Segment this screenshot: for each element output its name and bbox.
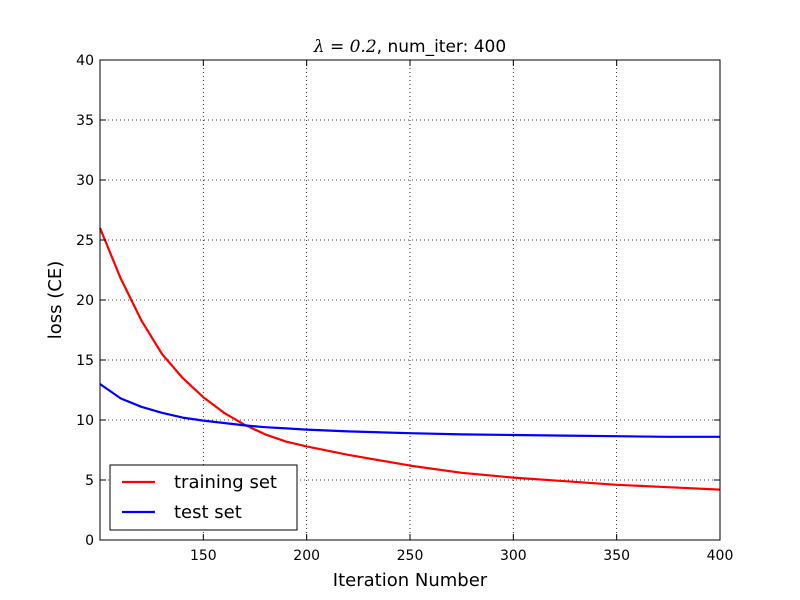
y-tick-label: 25: [76, 233, 94, 249]
x-tick-label: 150: [190, 548, 217, 564]
y-tick-label: 15: [76, 353, 94, 369]
y-axis-label: loss (CE): [45, 261, 66, 339]
y-tick-label: 35: [76, 113, 94, 129]
legend: training set test set: [109, 464, 298, 531]
y-tick-label: 5: [85, 473, 94, 489]
series-line-training-set: [98, 227, 721, 491]
legend-label-test-set: test set: [174, 502, 242, 523]
y-tick-label: 0: [85, 533, 94, 549]
series-line-test-set: [99, 383, 720, 438]
y-tick-label: 20: [76, 293, 94, 309]
series-lines: [98, 227, 721, 491]
x-tick-label: 400: [707, 548, 734, 564]
y-tick-label: 10: [76, 413, 94, 429]
x-tick-label: 350: [603, 548, 630, 564]
chart-title: λ = 0.2, num_iter: 400: [313, 37, 506, 57]
y-tick-label: 40: [76, 53, 94, 69]
axis-ticks: 150 200 250 300 350 400 0 5 10 15 20 25 30 35 40: [76, 53, 733, 564]
y-tick-label: 30: [76, 173, 94, 189]
x-tick-label: 200: [293, 548, 320, 564]
x-tick-label: 250: [397, 548, 424, 564]
x-tick-label: 300: [500, 548, 527, 564]
legend-box: [109, 464, 298, 531]
x-axis-label: Iteration Number: [333, 570, 488, 591]
legend-label-training-set: training set: [174, 472, 277, 493]
